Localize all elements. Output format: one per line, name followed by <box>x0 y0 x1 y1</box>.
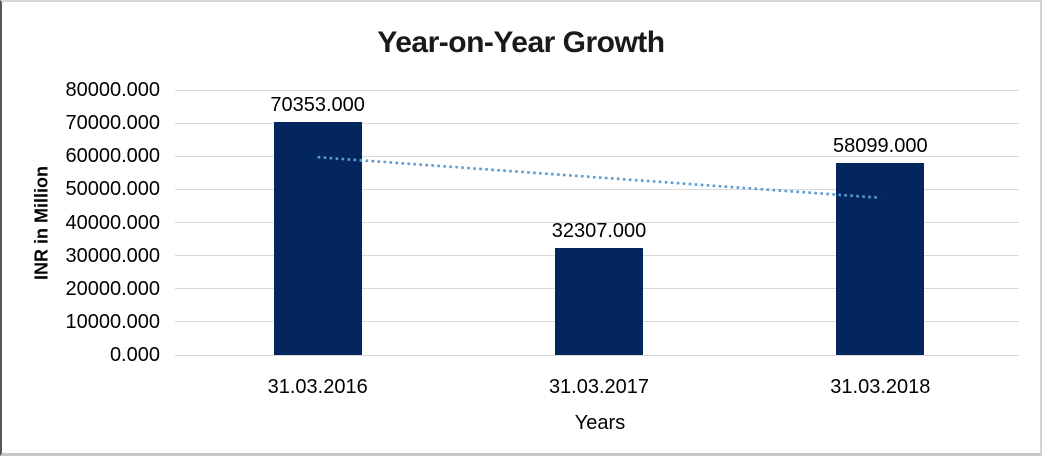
x-axis-title: Years <box>574 412 626 434</box>
gridline <box>175 155 1019 157</box>
y-axis-tick-label: 70000.000 <box>65 112 160 135</box>
x-axis-tick-label: 31.03.2018 <box>830 376 931 398</box>
plot-area: 70353.000 32307.000 58099.000 <box>175 89 1019 356</box>
bar <box>555 247 643 355</box>
x-axis-tick-label: 31.03.2016 <box>267 376 368 398</box>
y-axis-tick-label: 60000.000 <box>65 145 160 168</box>
gridline <box>175 89 1019 91</box>
y-axis-tick-label: 50000.000 <box>65 178 160 201</box>
bar-data-label: 58099.000 <box>833 134 928 157</box>
y-axis-tick-label: 80000.000 <box>65 79 160 101</box>
gridline <box>175 122 1019 124</box>
trendline-path <box>317 155 881 200</box>
y-axis-tick-label: 40000.000 <box>65 211 160 234</box>
bar-data-label: 70353.000 <box>270 93 365 116</box>
chart-title: Year-on-Year Growth <box>377 26 665 59</box>
bar <box>273 121 362 355</box>
y-axis-tick-label: 0.000 <box>109 344 160 366</box>
gridline <box>175 188 1019 190</box>
x-axis-tick-label: 31.03.2017 <box>548 376 650 398</box>
y-axis-tick-label: 20000.000 <box>65 277 160 300</box>
trendline <box>317 155 881 200</box>
gridline <box>175 354 1019 356</box>
y-axis-tick-label: 10000.000 <box>65 310 160 333</box>
gridline <box>175 222 1019 223</box>
bar-data-label: 32307.000 <box>551 219 647 242</box>
y-axis-tick-label: 30000.000 <box>65 244 160 267</box>
